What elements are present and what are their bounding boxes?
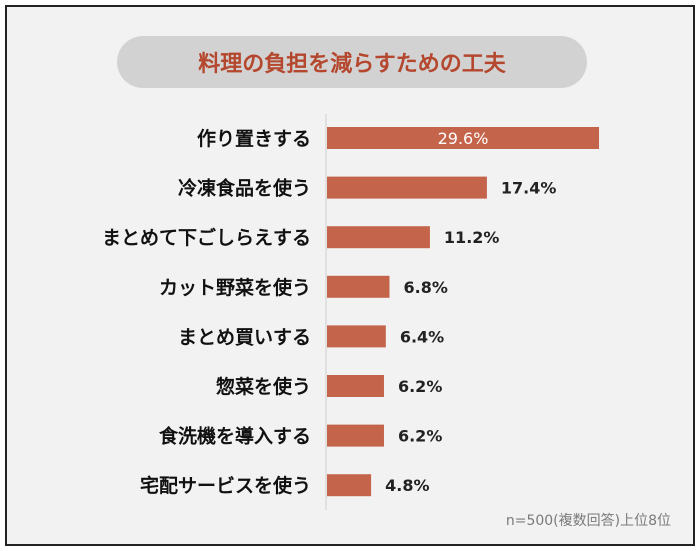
- bar: [327, 226, 430, 249]
- data-label: 29.6%: [438, 129, 489, 148]
- bar: [327, 325, 386, 348]
- category-label: 作り置きする: [197, 127, 311, 150]
- category-label: カット野菜を使う: [159, 276, 311, 299]
- data-label: 6.8%: [403, 278, 447, 297]
- data-label: 17.4%: [501, 179, 557, 198]
- data-label: 6.4%: [400, 327, 444, 346]
- bar: [327, 127, 600, 149]
- category-label: まとめて下ごしらえする: [102, 226, 311, 249]
- data-label: 4.8%: [385, 476, 429, 495]
- chart-title: 料理の負担を減らすための工夫: [117, 36, 587, 88]
- data-label: 6.2%: [398, 377, 442, 396]
- category-label: 宅配サービスを使う: [140, 474, 311, 497]
- data-label: 11.2%: [444, 228, 500, 247]
- bar: [327, 176, 487, 199]
- category-label: 食洗機を導入する: [159, 425, 311, 448]
- category-label: 冷凍食品を使う: [178, 177, 311, 200]
- bar: [327, 375, 384, 397]
- category-label: 惣菜を使う: [216, 375, 311, 398]
- chart-note: n=500(複数回答)上位8位: [505, 513, 671, 529]
- chart-frame: 料理の負担を減らすための工夫 n=500(複数回答)上位8位: [5, 5, 695, 546]
- bar: [327, 424, 384, 447]
- bar: [327, 474, 372, 497]
- category-label: まとめ買いする: [178, 326, 311, 348]
- bar: [327, 275, 390, 298]
- data-label: 6.2%: [398, 427, 442, 446]
